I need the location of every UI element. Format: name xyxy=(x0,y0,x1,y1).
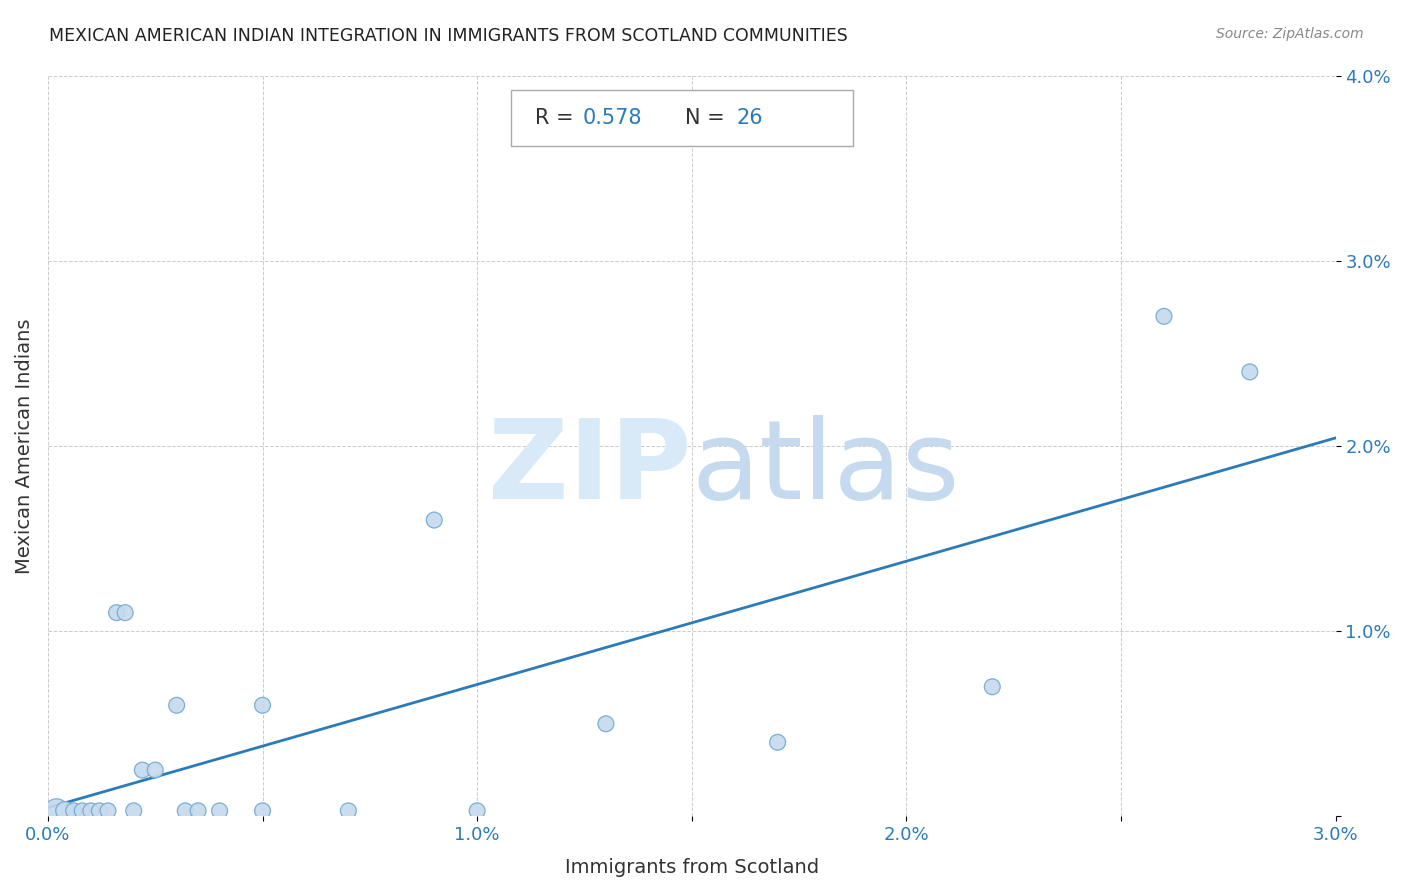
Point xyxy=(465,804,488,818)
Point xyxy=(766,735,789,749)
Text: 26: 26 xyxy=(737,109,763,128)
Text: R =: R = xyxy=(534,109,579,128)
Point xyxy=(70,804,93,818)
Text: atlas: atlas xyxy=(692,415,960,522)
Point xyxy=(89,804,111,818)
X-axis label: Immigrants from Scotland: Immigrants from Scotland xyxy=(565,858,818,877)
Point xyxy=(114,606,136,620)
Point xyxy=(143,763,166,777)
Point xyxy=(337,804,360,818)
Text: Source: ZipAtlas.com: Source: ZipAtlas.com xyxy=(1216,27,1364,41)
Point xyxy=(97,804,120,818)
Point xyxy=(174,804,197,818)
Point xyxy=(423,513,446,527)
Point xyxy=(80,804,103,818)
Point xyxy=(981,680,1004,694)
Point xyxy=(187,804,209,818)
Point xyxy=(252,804,274,818)
Point xyxy=(62,804,84,818)
Text: ZIP: ZIP xyxy=(488,415,692,522)
Point xyxy=(595,716,617,731)
Text: 0.578: 0.578 xyxy=(582,109,641,128)
FancyBboxPatch shape xyxy=(512,90,853,146)
Point xyxy=(1153,310,1175,324)
Point xyxy=(166,698,188,713)
Point xyxy=(208,804,231,818)
Point xyxy=(105,606,128,620)
Text: MEXICAN AMERICAN INDIAN INTEGRATION IN IMMIGRANTS FROM SCOTLAND COMMUNITIES: MEXICAN AMERICAN INDIAN INTEGRATION IN I… xyxy=(49,27,848,45)
Y-axis label: Mexican American Indians: Mexican American Indians xyxy=(15,318,34,574)
Point xyxy=(131,763,153,777)
Text: N =: N = xyxy=(685,109,731,128)
Point xyxy=(122,804,145,818)
Point xyxy=(252,698,274,713)
Point xyxy=(53,804,76,818)
Point xyxy=(1239,365,1261,379)
Point xyxy=(45,804,67,818)
